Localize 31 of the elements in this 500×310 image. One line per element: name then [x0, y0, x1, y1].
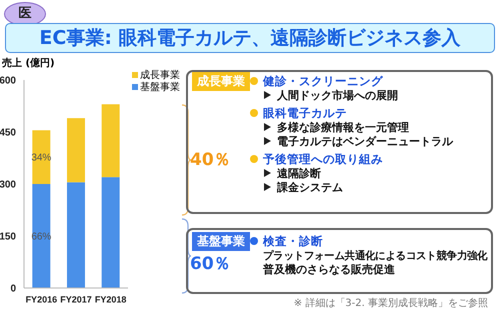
y-tick-label: 600: [0, 76, 16, 87]
text: 基盤事業: [192, 232, 250, 251]
x-tick-label: FY2017: [60, 294, 92, 304]
text: 検査・診断: [262, 234, 324, 249]
text: 成長事業: [192, 72, 250, 91]
bar: [66, 118, 85, 182]
text: 予後管理への取り組み: [262, 152, 384, 167]
y-tick-label: 150: [0, 232, 16, 243]
bar: [32, 184, 50, 288]
text: 多様な診療情報を一元管理: [276, 121, 410, 135]
text: 60％: [190, 253, 231, 275]
text: EC事業: 眼科電子カルテ、遠隔診断ビジネス参入: [5, 23, 495, 53]
bar: [66, 182, 85, 288]
text: 電子カルテはベンダーニュートラル: [276, 135, 454, 149]
legend-label: 成長事業: [139, 70, 180, 82]
legend-label: 基盤事業: [139, 82, 180, 94]
bar: [102, 177, 120, 288]
text: 課金システム: [276, 181, 344, 195]
y-tick-label: 0: [10, 284, 16, 295]
text: 眼科電子カルテ: [262, 106, 348, 121]
text: 人間ドック市場への展開: [276, 89, 399, 103]
bar: [102, 104, 120, 178]
x-tick-label: FY2016: [26, 294, 58, 304]
text: 健診・スクリーニング: [262, 74, 384, 89]
text: 遠隔診断: [276, 167, 322, 181]
text: 普及機のさらなる販売促進: [263, 263, 396, 277]
text: ※ 詳細は「3-2. 事業別成長戦略」をご参照: [294, 296, 488, 310]
text: プラットフォーム共通化によるコスト競争力強化: [263, 249, 488, 263]
text: 40％: [190, 149, 231, 171]
y-axis-title: 売上 (億円): [2, 56, 55, 70]
x-tick-label: FY2018: [94, 294, 126, 304]
